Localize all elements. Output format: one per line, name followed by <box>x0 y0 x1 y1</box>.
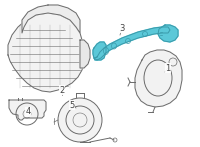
Polygon shape <box>8 13 85 92</box>
Polygon shape <box>22 5 80 33</box>
Polygon shape <box>135 50 182 107</box>
Circle shape <box>58 98 102 142</box>
Text: 1: 1 <box>165 64 171 72</box>
Polygon shape <box>158 25 178 42</box>
Polygon shape <box>94 27 170 60</box>
Text: 5: 5 <box>69 101 75 110</box>
Text: 2: 2 <box>59 86 65 95</box>
Text: 4: 4 <box>25 107 31 117</box>
Polygon shape <box>9 100 46 120</box>
Text: 3: 3 <box>119 24 125 32</box>
Polygon shape <box>93 42 106 60</box>
Polygon shape <box>80 40 90 68</box>
